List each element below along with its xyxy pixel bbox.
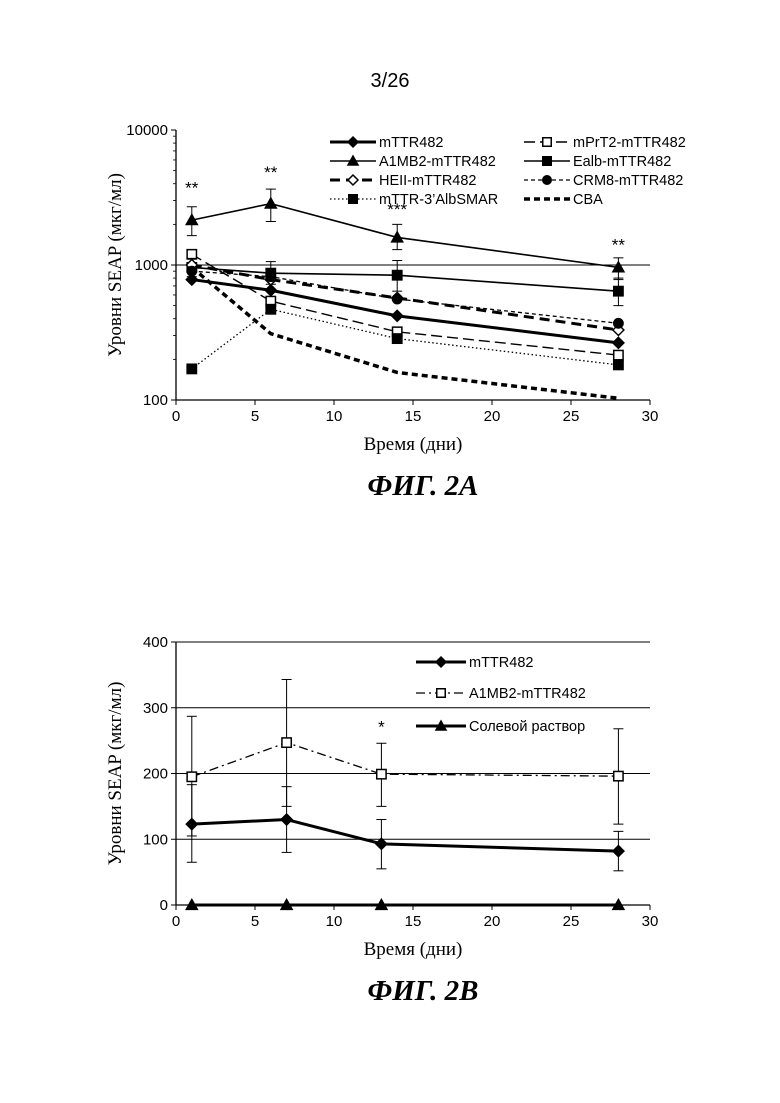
x-tick-label: 10	[326, 913, 343, 930]
data-point	[265, 198, 276, 208]
x-axis-label: Время (дни)	[364, 939, 463, 960]
legend-label: CBA	[573, 192, 603, 208]
legend-label: mPrT2-mTTR482	[573, 135, 686, 151]
series-2	[187, 250, 623, 360]
data-point	[614, 350, 623, 359]
y-tick-label: 300	[143, 700, 168, 717]
legend-marker	[437, 689, 446, 698]
x-tick-label: 25	[563, 913, 580, 930]
data-point	[187, 772, 196, 781]
legend-entry: CRM8-mTTR482	[524, 173, 683, 189]
x-tick-label: 15	[405, 913, 422, 930]
data-point	[266, 272, 275, 281]
x-tick-label: 25	[563, 408, 580, 425]
legend-entry: mTTR482	[416, 655, 533, 671]
legend-entry: Солевой раствор	[416, 719, 585, 735]
x-tick-label: 0	[172, 408, 180, 425]
data-point	[393, 271, 402, 280]
legend-entry: CBA	[524, 192, 603, 208]
data-point	[281, 814, 292, 825]
figure-caption: ФИГ. 2В	[368, 975, 479, 1007]
legend-label: mTTR482	[379, 135, 443, 151]
y-tick-label: 100	[143, 392, 168, 409]
x-tick-label: 20	[484, 913, 501, 930]
data-point	[266, 305, 275, 314]
y-axis-label: Уровни SEAP (мкг/мл)	[105, 682, 126, 866]
significance-mark: **	[185, 178, 199, 197]
series-line	[192, 820, 619, 852]
series-1	[186, 274, 624, 348]
series-line	[192, 280, 619, 343]
series-1	[186, 785, 624, 871]
y-tick-label: 400	[143, 634, 168, 651]
x-tick-label: 5	[251, 913, 259, 930]
figure-caption: ФИГ. 2А	[368, 470, 479, 502]
series-line	[192, 743, 619, 777]
x-tick-label: 20	[484, 408, 501, 425]
legend-entry: Ealb-mTTR482	[524, 154, 671, 170]
legend-marker	[348, 137, 358, 147]
legend-label: Солевой раствор	[469, 719, 585, 735]
data-point	[377, 769, 386, 778]
x-tick-label: 10	[326, 408, 343, 425]
significance-mark: *	[378, 718, 385, 737]
data-point	[187, 364, 196, 373]
chart-2a: 0 5 10 15 20 25 30 100 1000 10000 Время (дни) Уровн…	[0, 100, 780, 620]
data-point	[613, 846, 624, 857]
series-2	[187, 679, 624, 835]
data-point	[376, 838, 387, 849]
series-3	[186, 900, 624, 910]
legend-marker	[348, 175, 358, 185]
data-point	[614, 360, 623, 369]
y-tick-label: 10000	[126, 122, 168, 139]
series-5	[186, 260, 624, 336]
significance-mark: **	[612, 236, 626, 255]
y-tick-label: 1000	[135, 257, 168, 274]
legend-entry: HEII-mTTR482	[330, 173, 477, 189]
data-point	[393, 334, 402, 343]
legend-marker	[349, 195, 358, 204]
data-point	[282, 738, 291, 747]
legend-label: Ealb-mTTR482	[573, 154, 671, 170]
y-tick-label: 100	[143, 831, 168, 848]
data-point	[614, 771, 623, 780]
x-axis-label: Время (дни)	[364, 434, 463, 455]
y-axis-label: Уровни SEAP (мкг/мл)	[105, 173, 126, 357]
y-tick-label: 0	[160, 897, 168, 914]
legend-label: HEII-mTTR482	[379, 173, 477, 189]
legend-marker	[543, 157, 552, 166]
data-point	[392, 310, 403, 321]
series-7	[187, 305, 623, 374]
legend-label: mTTR482	[469, 655, 533, 671]
legend-entry: mTTR482	[330, 135, 443, 151]
significance-mark: **	[264, 163, 278, 182]
legend-entry: A1MB2-mTTR482	[330, 154, 496, 170]
data-point	[614, 286, 623, 295]
x-tick-label: 30	[642, 408, 659, 425]
chart-2b: 0510152025300100200300400Время (дни)Уров…	[0, 620, 780, 1040]
legend-entry: mTTR-3’AlbSMAR	[330, 192, 498, 208]
data-point	[393, 294, 402, 303]
legend-label: A1MB2-mTTR482	[469, 686, 586, 702]
data-point	[613, 337, 624, 348]
legend-label: mTTR-3’AlbSMAR	[379, 192, 498, 208]
page-number: 3/26	[0, 70, 780, 93]
x-tick-label: 15	[405, 408, 422, 425]
legend-marker	[436, 657, 446, 667]
x-tick-label: 0	[172, 913, 180, 930]
data-point	[614, 319, 623, 328]
x-tick-label: 30	[642, 913, 659, 930]
legend-entry: mPrT2-mTTR482	[524, 135, 686, 151]
data-point	[187, 250, 196, 259]
data-point	[265, 285, 276, 296]
legend-entry: A1MB2-mTTR482	[416, 686, 586, 702]
legend-marker	[543, 138, 552, 147]
y-tick-label: 200	[143, 766, 168, 783]
x-tick-label: 5	[251, 408, 259, 425]
legend-label: CRM8-mTTR482	[573, 173, 683, 189]
legend-label: A1MB2-mTTR482	[379, 154, 496, 170]
legend-marker	[543, 176, 552, 185]
